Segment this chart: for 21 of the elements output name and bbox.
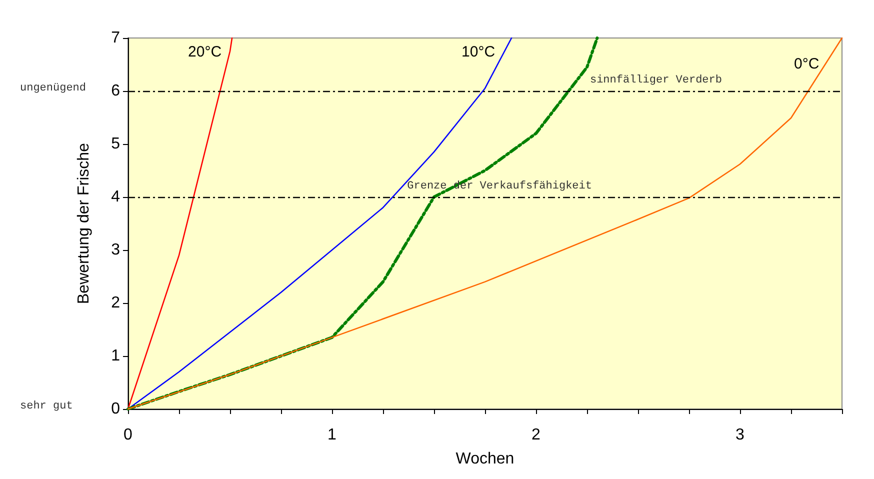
x-tick-label: 0	[124, 426, 133, 444]
series-label: 20°C	[188, 44, 222, 60]
series-label: 0°C	[794, 56, 820, 72]
y-tick-label: 7	[111, 30, 120, 46]
x-tick-label: 1	[328, 426, 337, 444]
x-axis-title: Wochen	[456, 450, 514, 468]
y-tick-label: 1	[111, 348, 120, 364]
y-tick-label: 6	[111, 82, 120, 100]
y-tick-label: 3	[111, 242, 120, 258]
x-tick-label: 3	[736, 426, 745, 444]
ref-line-label: Grenze der Verkaufsfähigkeit	[407, 180, 592, 192]
x-tick-label: 2	[532, 426, 541, 444]
text: sehr gut	[20, 400, 73, 412]
text: ungenügend	[20, 82, 86, 94]
y-tick-label: 5	[111, 136, 120, 152]
ref-line-label: sinnfälliger Verderb	[590, 74, 722, 86]
series-label: 10°C	[462, 44, 496, 60]
y-tick-label: 4	[111, 188, 120, 206]
y-tick-label: 2	[111, 294, 120, 312]
y-axis-title: Bewertung der Frische	[76, 142, 92, 304]
y-tick-label: 0	[111, 400, 120, 418]
